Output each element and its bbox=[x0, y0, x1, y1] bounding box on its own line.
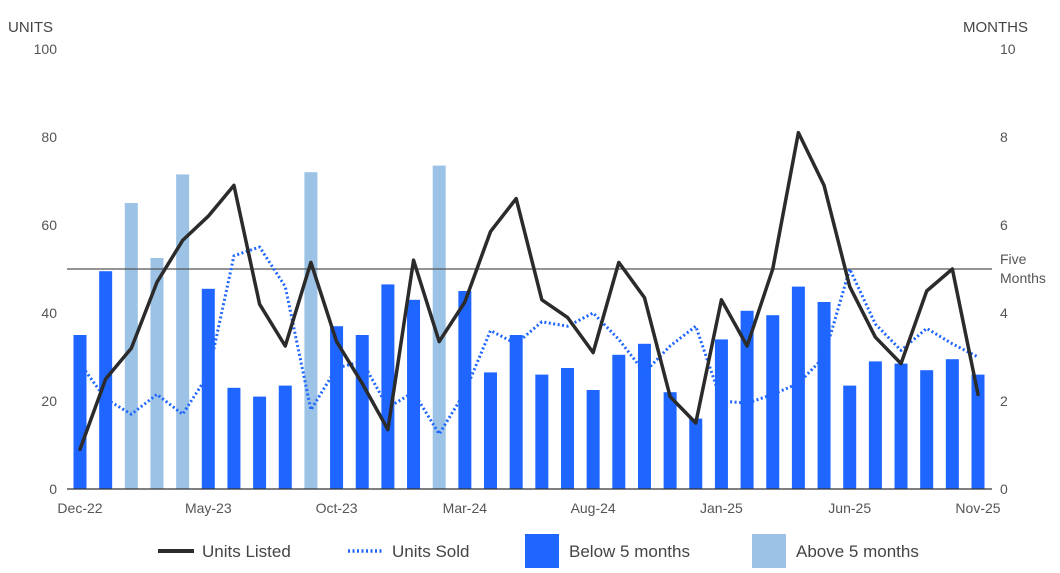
x-axis-tick-label: Jan-25 bbox=[700, 500, 743, 516]
bar-below-5-months bbox=[868, 361, 882, 489]
bar-below-5-months bbox=[971, 374, 985, 489]
right-axis-tick-label: 4 bbox=[1000, 305, 1008, 321]
left-axis-tick-label: 100 bbox=[34, 41, 58, 57]
bar-above-5-months bbox=[432, 165, 446, 489]
right-axis-title: MONTHS bbox=[963, 19, 1028, 36]
legend: Units Listed Units Sold Below 5 months Abov… bbox=[158, 534, 919, 568]
left-axis-tick-label: 40 bbox=[41, 305, 57, 321]
units-listed-line bbox=[78, 130, 980, 452]
bar-below-5-months bbox=[278, 385, 292, 489]
bar-below-5-months bbox=[509, 335, 523, 489]
bar-below-5-months bbox=[381, 284, 395, 489]
left-axis-tick-label: 80 bbox=[41, 129, 57, 145]
x-axis-tick-label: Dec-22 bbox=[57, 500, 102, 516]
reference-line-layer: Five Months bbox=[67, 251, 1046, 286]
lines-layer bbox=[78, 130, 980, 452]
bar-below-5-months bbox=[791, 286, 805, 489]
bar-below-5-months bbox=[612, 354, 626, 489]
bar-below-5-months bbox=[227, 387, 241, 489]
left-axis-tick-label: 20 bbox=[41, 393, 57, 409]
bar-below-5-months bbox=[689, 418, 703, 489]
bar-below-5-months bbox=[843, 385, 857, 489]
bar-below-5-months bbox=[586, 390, 600, 489]
right-axis-tick-label: 0 bbox=[1000, 481, 1008, 497]
x-axis-tick-label: Jun-25 bbox=[828, 500, 871, 516]
bar-below-5-months bbox=[714, 339, 728, 489]
left-axis-title: UNITS bbox=[8, 19, 53, 36]
legend-label-above-5-months: Above 5 months bbox=[796, 542, 919, 561]
x-axis-tick-label: Mar-24 bbox=[443, 500, 488, 516]
x-axis-tick-label: Nov-25 bbox=[955, 500, 1000, 516]
axis-layer: UNITS MONTHS 0 20 40 60 80 100 0 2 4 6 8 10 Dec-22 May-… bbox=[8, 19, 1028, 516]
bar-below-5-months bbox=[766, 315, 780, 489]
bar-below-5-months bbox=[560, 368, 574, 489]
bar-above-5-months bbox=[176, 174, 190, 489]
x-axis-tick-label: May-23 bbox=[185, 500, 232, 516]
bar-below-5-months bbox=[740, 310, 754, 489]
bar-below-5-months bbox=[663, 392, 677, 489]
right-axis-tick-label: 6 bbox=[1000, 217, 1008, 233]
reference-line-label: Five bbox=[1000, 251, 1027, 267]
bars-layer bbox=[73, 165, 985, 489]
bar-below-5-months bbox=[484, 372, 498, 489]
legend-swatch-above-5-months bbox=[752, 534, 786, 568]
legend-swatch-below-5-months bbox=[525, 534, 559, 568]
bar-above-5-months bbox=[150, 258, 164, 489]
bar-below-5-months bbox=[817, 302, 831, 489]
legend-label-below-5-months: Below 5 months bbox=[569, 542, 690, 561]
right-axis-tick-label: 8 bbox=[1000, 129, 1008, 145]
bar-below-5-months bbox=[637, 343, 651, 489]
bar-below-5-months bbox=[535, 374, 549, 489]
bar-below-5-months bbox=[920, 370, 934, 489]
bar-below-5-months bbox=[201, 288, 215, 489]
x-axis-tick-label: Aug-24 bbox=[571, 500, 616, 516]
right-axis-tick-label: 2 bbox=[1000, 393, 1008, 409]
bar-below-5-months bbox=[945, 359, 959, 489]
left-axis-tick-label: 0 bbox=[49, 481, 57, 497]
x-axis-tick-label: Oct-23 bbox=[316, 500, 358, 516]
reference-line-label: Months bbox=[1000, 270, 1046, 286]
right-axis-tick-label: 10 bbox=[1000, 41, 1016, 57]
legend-label-units-listed: Units Listed bbox=[202, 542, 291, 561]
left-axis-tick-label: 60 bbox=[41, 217, 57, 233]
bar-below-5-months bbox=[894, 363, 908, 489]
bar-below-5-months bbox=[253, 396, 267, 489]
bar-below-5-months bbox=[355, 335, 369, 489]
bar-below-5-months bbox=[73, 335, 87, 489]
bar-above-5-months bbox=[304, 172, 318, 489]
legend-label-units-sold: Units Sold bbox=[392, 542, 469, 561]
